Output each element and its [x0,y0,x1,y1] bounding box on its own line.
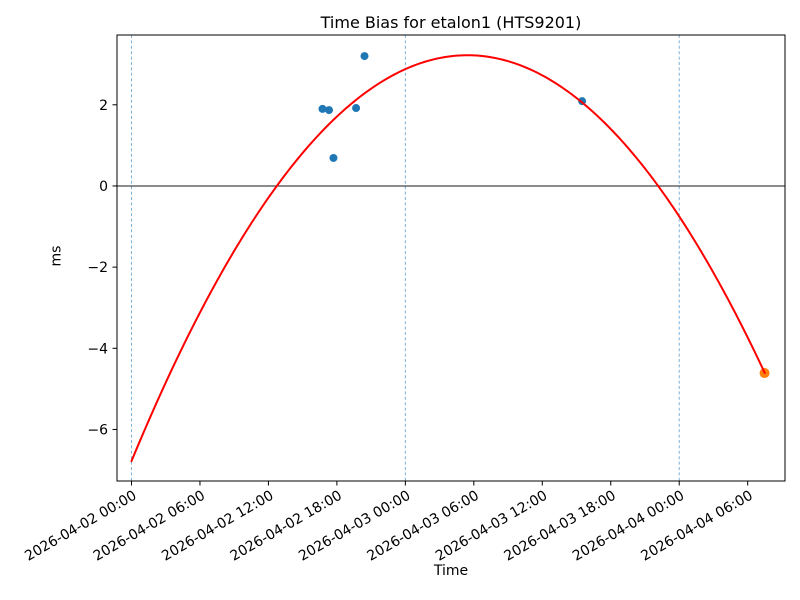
y-tick-label: 2 [99,98,108,114]
x-tick-label: 2026-04-03 00:00 [296,488,413,565]
x-tick-label: 2026-04-03 12:00 [433,488,550,565]
plot-spines [116,34,786,482]
x-axis-label: Time [433,563,469,579]
y-tick-label: −6 [87,422,108,438]
measured-bias-points [325,106,334,115]
chart-title: Time Bias for etalon1 (HTS9201) [320,13,582,32]
x-tick-label: 2026-04-02 00:00 [22,488,139,565]
y-tick-label: 0 [99,179,108,195]
measured-bias-points [318,104,327,113]
y-tick-label: −2 [87,260,108,276]
x-tick-label: 2026-04-02 06:00 [91,488,208,565]
y-axis-label: ms [48,245,65,267]
measured-bias-points [360,52,369,61]
y-tick-label: −4 [87,341,108,357]
quadratic-fit-curve [130,54,766,463]
x-tick-label: 2026-04-02 18:00 [228,488,345,565]
measured-bias-points [329,153,338,162]
x-tick-label: 2026-04-04 06:00 [638,488,755,565]
x-tick-label: 2026-04-04 00:00 [570,488,687,565]
measured-bias-points [352,104,361,113]
x-tick-label: 2026-04-03 06:00 [365,488,482,565]
x-tick-label: 2026-04-02 12:00 [159,488,276,565]
x-tick-label: 2026-04-03 18:00 [501,488,618,565]
